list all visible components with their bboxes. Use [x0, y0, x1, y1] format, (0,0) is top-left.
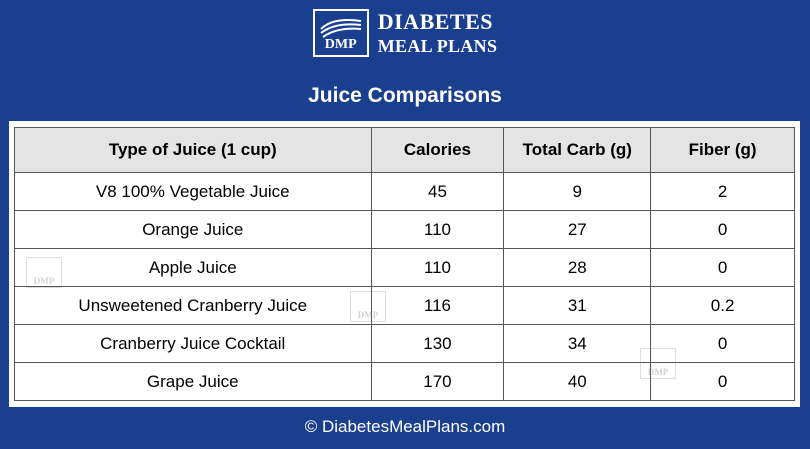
footer-copyright: © DiabetesMealPlans.com — [304, 417, 506, 436]
table-cell: 0.2 — [650, 286, 795, 325]
table-cell: 27 — [503, 210, 652, 249]
table-cell: 0 — [650, 324, 795, 363]
table-cell: 34 — [503, 324, 652, 363]
brand-logo: DMP DIABETES MEAL PLANS — [0, 9, 810, 57]
table-cell: 0 — [650, 248, 795, 287]
table-cell: 45 — [370, 172, 505, 211]
table-cell: Apple Juice — [14, 248, 372, 287]
table-cell: Orange Juice — [14, 210, 372, 249]
column-header: Type of Juice (1 cup) — [14, 127, 372, 173]
table-cell: 116 — [370, 286, 505, 325]
table-row: Apple Juice 110 28 0 — [14, 248, 795, 287]
column-header: Total Carb (g) — [503, 127, 652, 173]
table-cell: 0 — [650, 362, 795, 401]
table-row: V8 100% Vegetable Juice 45 9 2 — [14, 172, 795, 211]
table-header-row: Type of Juice (1 cup) Calories Total Carb … — [14, 127, 795, 173]
logo-line-2: MEAL PLANS — [377, 36, 498, 56]
table-cell: Grape Juice — [14, 362, 372, 401]
watermark-logo: DMP — [640, 348, 676, 379]
logo-abbrev: DMP — [324, 37, 357, 52]
table-cell: V8 100% Vegetable Juice — [14, 172, 372, 211]
table-cell: 110 — [370, 210, 505, 249]
table-cell: 9 — [503, 172, 652, 211]
table-row: Orange Juice 110 27 0 — [14, 210, 795, 249]
logo-line-1: DIABETES — [377, 9, 494, 34]
juice-table: Type of Juice (1 cup) Calories Total Carb … — [14, 127, 795, 401]
table-cell: 2 — [650, 172, 795, 211]
table-cell: 0 — [650, 210, 795, 249]
page-title: Juice Comparisons — [308, 84, 502, 107]
table-cell: 40 — [503, 362, 652, 401]
table-cell: 31 — [503, 286, 652, 325]
table-row: Grape Juice 170 40 0 — [14, 362, 795, 401]
table-row: Cranberry Juice Cocktail 130 34 0 — [14, 324, 795, 363]
table-body: V8 100% Vegetable Juice 45 9 2 Orange Juice 1… — [14, 172, 795, 401]
wave-icon — [320, 19, 361, 38]
table-cell: Unsweetened Cranberry Juice — [14, 286, 372, 325]
table-panel: Type of Juice (1 cup) Calories Total Carb … — [9, 121, 800, 407]
table-cell: Cranberry Juice Cocktail — [14, 324, 372, 363]
table-cell: 130 — [370, 324, 505, 363]
table-cell: 110 — [370, 248, 505, 287]
column-header: Calories — [370, 127, 505, 173]
table-row: Unsweetened Cranberry Juice 116 31 0.2 — [14, 286, 795, 325]
column-header: Fiber (g) — [650, 127, 795, 173]
table-cell: 28 — [503, 248, 652, 287]
logo-wordmark: DIABETES MEAL PLANS — [377, 9, 498, 56]
watermark-logo: DMP — [26, 257, 62, 288]
table-cell: 170 — [370, 362, 505, 401]
logo-emblem: DMP — [312, 9, 369, 57]
watermark-logo: DMP — [350, 291, 386, 322]
